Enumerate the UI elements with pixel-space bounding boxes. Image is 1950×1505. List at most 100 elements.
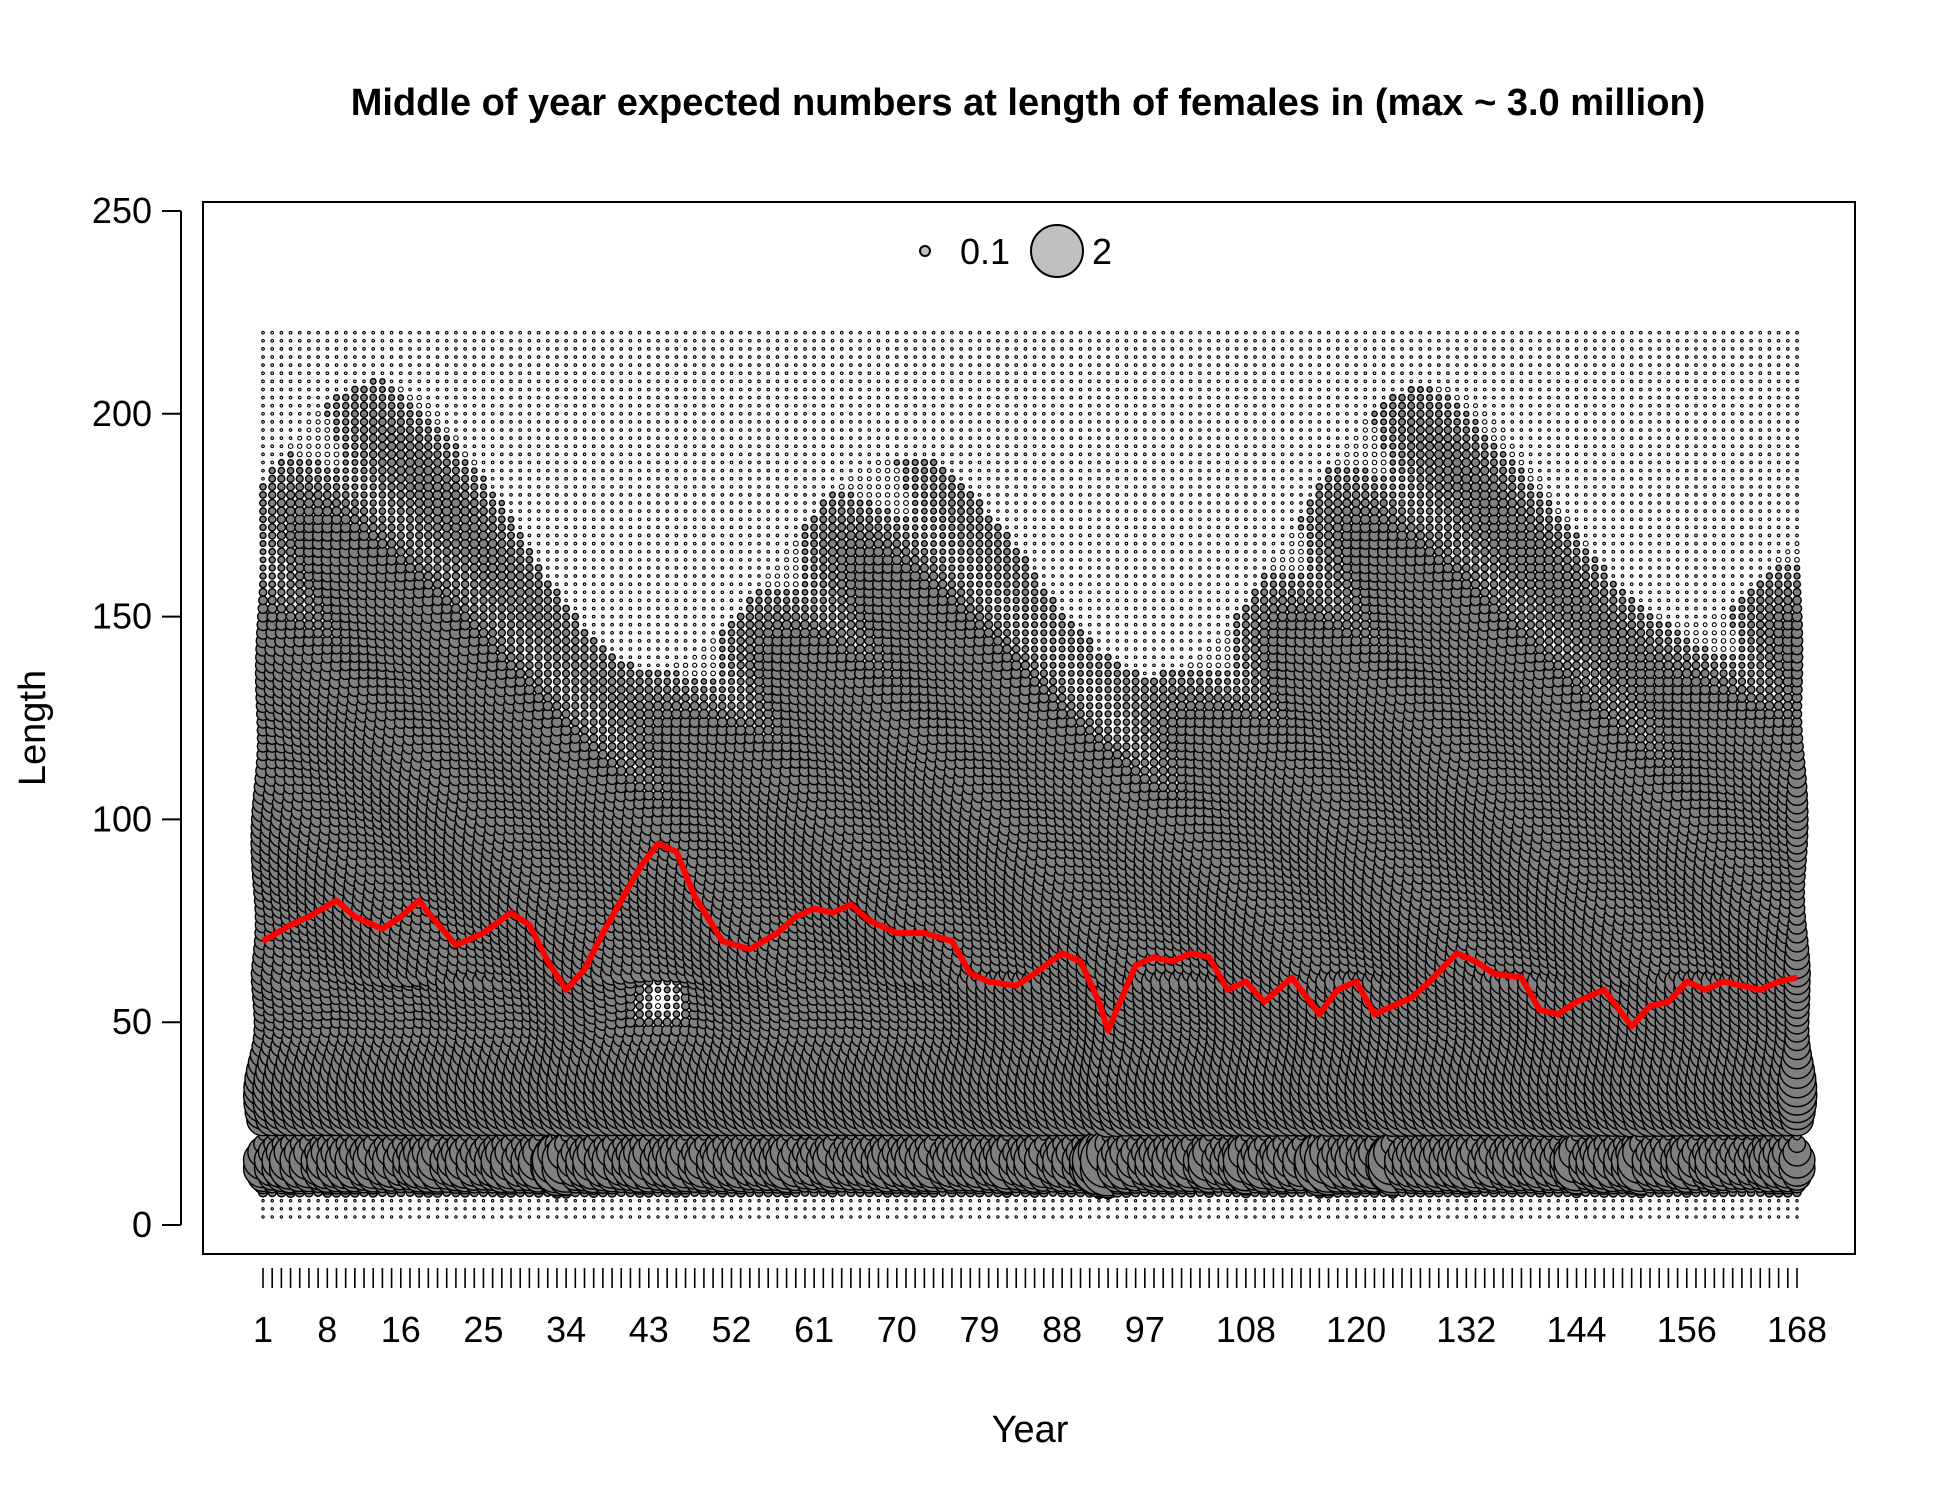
bubble (666, 486, 669, 489)
bubble (287, 483, 295, 491)
bubble (415, 458, 423, 466)
bubble (269, 589, 276, 596)
bubble (278, 589, 285, 596)
bubble (516, 596, 524, 604)
bubble (360, 418, 367, 425)
bubble (519, 356, 522, 359)
bubble (445, 421, 448, 424)
bubble (638, 640, 641, 643)
bubble (537, 542, 540, 545)
bubble (664, 671, 670, 677)
bubble (262, 340, 265, 343)
bubble (655, 1011, 661, 1017)
bubble (298, 348, 301, 351)
bubble (443, 556, 450, 563)
bubble (381, 1216, 383, 1218)
bubble (553, 654, 560, 661)
bubble (517, 556, 524, 563)
bubble (433, 588, 442, 597)
bubble (565, 461, 568, 464)
bubble (378, 442, 386, 450)
bubble (638, 421, 641, 424)
bubble (260, 492, 266, 498)
bubble (299, 1200, 301, 1202)
bubble (335, 340, 338, 343)
bubble (462, 581, 469, 588)
bubble (519, 396, 522, 399)
bubble (508, 517, 514, 523)
bubble (547, 518, 550, 521)
bubble (611, 356, 614, 359)
bubble (648, 615, 651, 618)
bubble (379, 451, 387, 459)
bubble (334, 468, 339, 473)
bubble (556, 348, 559, 351)
bubble (635, 1018, 644, 1027)
bubble (507, 621, 514, 628)
bubble (554, 678, 561, 685)
bubble (372, 1200, 374, 1202)
bubble (592, 502, 595, 505)
bubble (388, 508, 394, 514)
bubble (581, 670, 588, 677)
bubble (592, 559, 595, 562)
bubble (424, 572, 432, 580)
bubble (416, 411, 421, 416)
bubble (482, 372, 485, 375)
bubble (278, 597, 286, 605)
bubble (397, 524, 404, 531)
bubble (528, 380, 531, 383)
bubble (480, 597, 487, 604)
bubble (638, 510, 641, 513)
bubble (334, 411, 340, 417)
bubble (407, 524, 414, 531)
bubble (390, 1200, 392, 1202)
bubble (418, 1208, 420, 1210)
bubble (657, 664, 660, 667)
bubble (507, 588, 515, 596)
bubble (445, 413, 448, 416)
bubble (370, 476, 376, 482)
bubble (648, 1208, 650, 1210)
bubble (574, 372, 577, 375)
bubble (387, 547, 396, 556)
bubble (666, 575, 669, 578)
bubble (325, 403, 330, 408)
bubble (666, 607, 669, 610)
bubble (602, 477, 605, 480)
bubble (433, 467, 441, 475)
bubble (629, 518, 632, 521)
bubble (617, 759, 625, 767)
bubble (363, 380, 366, 383)
bubble (611, 404, 614, 407)
bubble (427, 372, 430, 375)
bubble (526, 572, 533, 579)
bubble (519, 364, 522, 367)
bubble (556, 1208, 558, 1210)
bubble (380, 387, 386, 393)
bubble (537, 388, 540, 391)
bubble (666, 494, 669, 497)
bubble (379, 418, 386, 425)
bubble (461, 597, 468, 604)
bubble (501, 469, 504, 472)
bubble (389, 387, 394, 392)
bubble (620, 461, 623, 464)
bubble (269, 540, 276, 547)
bubble (425, 564, 433, 572)
bubble (666, 518, 669, 521)
bubble (611, 486, 614, 489)
bubble (537, 421, 540, 424)
bubble (370, 484, 376, 490)
bubble (646, 670, 652, 676)
bubble (325, 468, 330, 473)
bubble (572, 654, 579, 661)
bubble (574, 510, 577, 513)
bubble (565, 575, 568, 578)
bubble (271, 429, 274, 432)
bubble (646, 1011, 653, 1018)
bubble (666, 348, 669, 351)
bubble (657, 1208, 659, 1210)
bubble (638, 453, 641, 456)
bubble (507, 564, 515, 572)
